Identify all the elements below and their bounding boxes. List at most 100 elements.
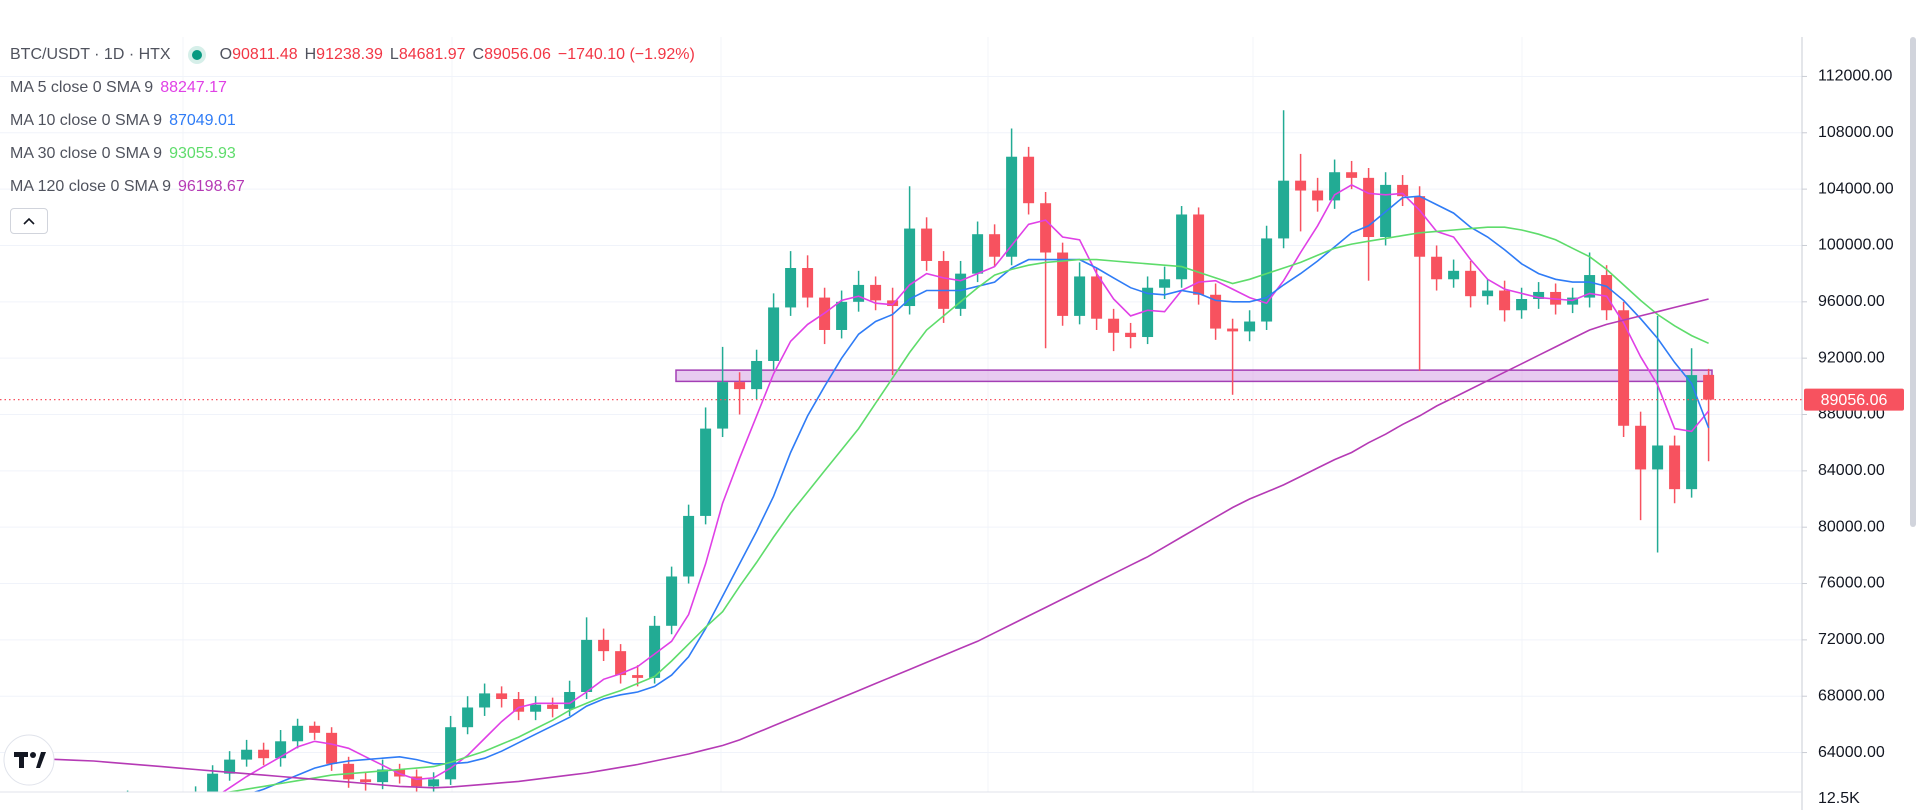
candle-body	[343, 763, 355, 780]
price-axis: 64000.00 68000.00 72000.00 76000.00 80000.00…	[1802, 68, 1894, 761]
candle-body	[241, 749, 253, 760]
chevron-icon	[23, 217, 35, 225]
candle-body	[1244, 321, 1256, 332]
candle-body	[1482, 290, 1494, 297]
ma-legend-name: MA 5 close 0 SMA 9	[10, 79, 154, 96]
ma-legend-row: MA 10 close 0 SMA 9 87049.01	[10, 109, 702, 142]
plot-area	[8, 110, 1715, 810]
candle-body	[1125, 332, 1137, 338]
ohlc-label: C	[472, 46, 485, 63]
symbol-row: BTC/USDT · 1D · HTX O90811.48 H91238.39 L84…	[10, 43, 702, 76]
candle-body	[1584, 275, 1596, 298]
candle-body	[326, 732, 338, 764]
ma-line	[224, 226, 1709, 792]
candle-body	[1142, 287, 1154, 338]
candle-body	[224, 759, 236, 774]
ma-legend-name: MA 120 close 0 SMA 9	[10, 178, 171, 195]
legend: BTC/USDT · 1D · HTX O90811.48 H91238.39 L84…	[10, 43, 702, 208]
symbol-title: BTC/USDT · 1D · HTX	[10, 46, 171, 63]
ma-legend-value: 87049.01	[169, 112, 236, 129]
candle-body	[190, 795, 201, 803]
y-tick-label: 108000.00	[1818, 124, 1894, 141]
y-tick-label: 84000.00	[1818, 462, 1885, 479]
change: −1740.10 (−1.92%)	[557, 46, 695, 63]
candle-body	[615, 651, 627, 676]
ma-legend-row: MA 120 close 0 SMA 9 96198.67	[10, 175, 702, 208]
ma-legend-name: MA 30 close 0 SMA 9	[10, 145, 163, 162]
y-tick-label: 68000.00	[1818, 687, 1885, 704]
candle-body	[462, 707, 474, 728]
candle-body	[1431, 256, 1443, 280]
candle-body	[1261, 238, 1273, 322]
candle-body	[700, 428, 712, 516]
candle-body	[377, 769, 389, 783]
candle-body	[870, 284, 882, 301]
ma-legend-row: MA 5 close 0 SMA 9 88247.17	[10, 76, 702, 109]
candle-body	[1329, 172, 1341, 201]
y-tick-label: 64000.00	[1818, 744, 1885, 761]
candle-body	[1448, 270, 1460, 280]
y-tick-label: 76000.00	[1818, 575, 1885, 592]
candle-body	[1193, 214, 1205, 295]
ma-line	[8, 298, 1709, 789]
candle-body	[360, 779, 372, 783]
candle-body	[513, 699, 525, 712]
ma-legend-value: 88247.17	[160, 79, 227, 96]
candle-body	[207, 773, 219, 792]
candle-body	[1516, 298, 1528, 311]
ma-legend-row: MA 30 close 0 SMA 9 93055.93	[10, 142, 702, 175]
market-status-dot	[191, 49, 202, 60]
candle-body	[972, 234, 984, 274]
candle-body	[173, 803, 184, 810]
scrollbar[interactable]	[1910, 37, 1916, 527]
candle-body	[1074, 276, 1086, 316]
candle-body	[547, 704, 559, 709]
ohlc-value: 91238.39	[316, 46, 383, 63]
y-tick-label: 104000.00	[1818, 180, 1894, 197]
last-price-box	[1804, 388, 1904, 411]
candle-body	[717, 382, 729, 429]
candle-body	[1108, 318, 1120, 333]
candle-body	[275, 741, 287, 759]
candle-body	[156, 806, 167, 810]
ohlc-label: H	[304, 46, 317, 63]
y-tick-label: 92000.00	[1818, 349, 1885, 366]
candle-body	[887, 300, 899, 307]
grid	[0, 37, 1802, 792]
candle-body	[1278, 180, 1290, 239]
volume-axis-label: 12.5K	[1818, 790, 1860, 807]
candle-body	[1533, 291, 1545, 299]
candle-body	[1669, 445, 1681, 490]
candle-body	[122, 798, 133, 805]
y-tick-label: 112000.00	[1818, 68, 1893, 85]
y-tick-label: 96000.00	[1818, 293, 1885, 310]
candle-body	[428, 779, 440, 787]
candle-body	[581, 639, 593, 692]
collapse-legend-button[interactable]	[10, 208, 48, 234]
candle-body	[1703, 374, 1715, 400]
candle-body	[1057, 252, 1069, 316]
candle-body	[496, 693, 508, 700]
candle-body	[1397, 184, 1409, 197]
tradingview-logo	[3, 734, 55, 786]
candle-body	[802, 268, 814, 298]
ohlc-value: 90811.48	[232, 46, 298, 63]
candle-body	[1295, 180, 1307, 191]
candle-body	[836, 301, 848, 330]
candle-body	[309, 725, 321, 733]
ohlc-label: O	[219, 46, 233, 63]
ohlc-value: 89056.06	[484, 46, 551, 63]
candle-body	[598, 639, 610, 652]
candle-body	[411, 776, 423, 787]
candle-body	[989, 234, 1001, 257]
candle-body	[1176, 214, 1188, 280]
candle-body	[751, 360, 763, 390]
candle-body	[1040, 203, 1052, 253]
candle-body	[666, 576, 678, 626]
candle-body	[1023, 156, 1035, 204]
candle-body	[649, 625, 661, 678]
last-price-label: 89056.06	[1821, 392, 1888, 409]
candle-body	[1091, 276, 1103, 319]
candle-body	[1635, 425, 1647, 470]
